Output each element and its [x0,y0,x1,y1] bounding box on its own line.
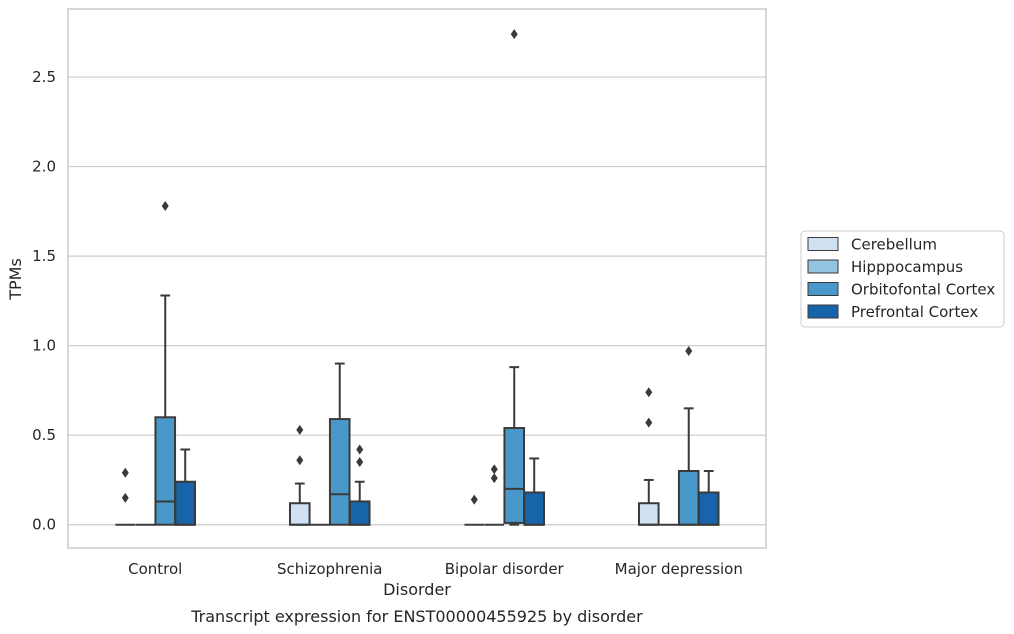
outlier-point [121,467,129,478]
box-orbitofontal-cortex [328,362,351,526]
box-orbitofontal-cortex [154,200,177,526]
box-orbitofontal-cortex [677,346,700,526]
legend-label: Orbitofontal Cortex [851,281,995,299]
legend: Cerebellum Hipppocampus Orbitofontal Corte… [800,230,1005,328]
boxes [115,29,720,526]
outlier-point [510,29,518,40]
y-tick-label: 2.0 [32,158,56,176]
legend-swatch [807,237,839,251]
box-prefrontal-cortex [348,444,371,526]
box-cerebellum [637,387,660,526]
box-orbitofontal-cortex [503,29,526,526]
outlier-point [356,444,364,455]
outlier-point [296,455,304,466]
outlier-point [490,473,498,484]
box-prefrontal-cortex [523,457,546,526]
x-tick-label: Bipolar disorder [445,560,565,578]
chart-title: Transcript expression for ENST0000045592… [190,607,643,626]
x-tick-labels: Control Schizophrenia Bipolar disorder Majo… [128,560,743,578]
x-axis-title: Disorder [383,580,451,599]
x-tick-label: Control [128,560,182,578]
box-body [677,470,700,526]
y-tick-label: 2.5 [32,68,56,86]
box-body [154,416,177,526]
outlier-point [296,424,304,435]
outlier-point [470,494,478,505]
outlier-point [685,346,693,357]
box-body [348,500,371,526]
legend-label: Cerebellum [851,236,937,254]
box-body [174,480,197,526]
box-prefrontal-cortex [174,448,197,526]
legend-label: Prefrontal Cortex [851,303,978,321]
y-tick-label: 1.0 [32,337,56,355]
outlier-point [356,457,364,468]
y-axis-title: TPMs [6,258,25,301]
legend-label: Hipppocampus [851,258,963,276]
outlier-point [490,464,498,475]
box-body [697,491,720,526]
outlier-point [645,387,653,398]
box-hipppocampus [484,464,505,526]
outlier-point [121,492,129,503]
y-tick-label: 0.0 [32,516,56,534]
box-body [503,427,526,524]
outlier-point [161,200,169,211]
legend-swatch [807,304,839,319]
plot-frame [67,8,767,549]
outlier-point [645,417,653,428]
box-body [523,491,546,526]
box-body [288,502,311,526]
box-prefrontal-cortex [697,470,720,526]
x-tick-label: Schizophrenia [277,560,382,578]
legend-swatch [807,282,839,296]
legend-swatch [807,259,839,274]
box-cerebellum [464,494,485,526]
box-cerebellum [115,467,136,526]
legend-frame [800,230,1005,328]
y-tick-label: 1.5 [32,247,56,265]
box-body [328,418,351,526]
box-body [637,502,660,526]
x-tick-label: Major depression [615,560,743,578]
y-tick-labels: 0.0 0.5 1.0 1.5 2.0 2.5 [32,68,56,534]
y-tick-label: 0.5 [32,426,56,444]
box-cerebellum [288,424,311,526]
